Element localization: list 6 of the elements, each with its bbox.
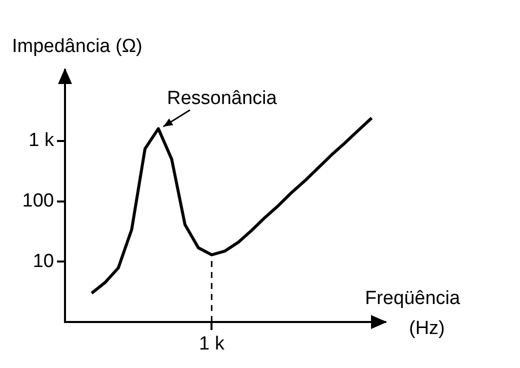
y-tick-label: 100 [22, 190, 54, 212]
y-tick-label: 1 k [28, 130, 54, 152]
x-axis-title: Freqüência (Hz) [365, 288, 460, 339]
y-axis-title: Impedância (Ω) [12, 36, 142, 57]
annotation: Ressonância [167, 88, 278, 109]
y-tick-label: 10 [32, 250, 54, 272]
